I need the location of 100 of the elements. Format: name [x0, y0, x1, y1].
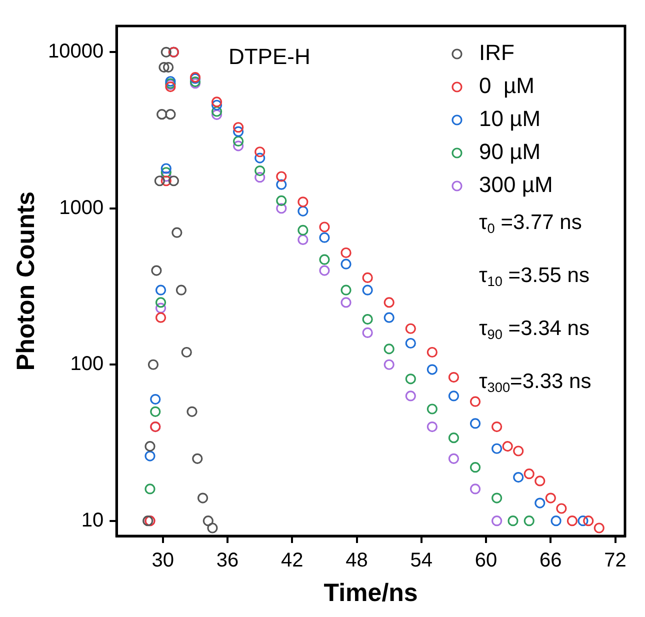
point	[233, 140, 244, 152]
point	[168, 176, 179, 186]
point	[163, 62, 174, 73]
point	[276, 203, 287, 214]
point	[405, 323, 416, 334]
point	[448, 432, 460, 444]
point	[197, 492, 208, 504]
point	[492, 516, 502, 526]
point	[233, 122, 244, 133]
point	[233, 136, 244, 147]
point	[172, 227, 182, 238]
point	[524, 468, 534, 480]
point	[550, 516, 562, 526]
y-tick-label: 100	[70, 353, 104, 376]
point	[405, 390, 416, 402]
point	[556, 503, 567, 514]
point	[176, 284, 187, 296]
point	[150, 406, 161, 417]
point	[583, 516, 594, 526]
point	[340, 297, 352, 308]
point	[319, 222, 330, 232]
point	[144, 450, 156, 462]
point	[211, 106, 222, 117]
point	[298, 206, 308, 216]
legend-label: 10 µM	[479, 106, 541, 132]
point	[448, 453, 460, 464]
point	[150, 394, 161, 405]
point	[319, 232, 330, 243]
point	[492, 492, 502, 504]
point	[276, 195, 287, 206]
y-axis-title: Photon Counts	[12, 191, 40, 371]
point	[340, 284, 352, 296]
point	[384, 297, 394, 308]
point	[160, 176, 172, 186]
point	[405, 374, 416, 384]
y-tick-label: 10	[81, 509, 104, 532]
point	[160, 167, 172, 178]
point	[524, 516, 534, 526]
point	[426, 364, 438, 375]
point	[426, 421, 438, 432]
point	[426, 346, 438, 358]
legend-label: 90 µM	[479, 139, 541, 164]
point	[202, 516, 214, 526]
point	[155, 297, 166, 308]
point	[502, 441, 513, 452]
point	[233, 126, 244, 137]
x-tick-label: 36	[216, 550, 239, 572]
point	[340, 247, 352, 258]
legend-label: 300 µM	[479, 172, 553, 198]
point	[470, 396, 481, 407]
point	[211, 96, 222, 108]
point	[578, 516, 588, 526]
point	[405, 338, 416, 349]
x-tick-label: 54	[410, 550, 433, 572]
x-tick-label: 66	[540, 550, 562, 572]
point	[144, 441, 156, 452]
point	[384, 312, 394, 323]
point	[426, 404, 438, 414]
point	[508, 516, 518, 526]
point	[148, 359, 159, 370]
point	[154, 176, 165, 186]
point	[160, 46, 172, 58]
point	[470, 462, 481, 473]
point	[362, 314, 373, 325]
x-tick-label: 42	[281, 550, 304, 572]
point	[276, 179, 287, 190]
point	[155, 302, 166, 314]
point	[254, 172, 266, 183]
x-tick-label: 48	[346, 550, 368, 572]
point	[534, 476, 546, 486]
point	[362, 272, 373, 284]
legend-label: 0 µM	[479, 73, 534, 98]
legend-label: IRF	[479, 40, 514, 66]
point	[155, 312, 166, 323]
point	[492, 443, 502, 454]
point	[181, 346, 192, 358]
point	[513, 446, 524, 456]
point	[566, 516, 578, 526]
point	[470, 418, 481, 429]
point	[448, 390, 460, 402]
point	[492, 421, 502, 432]
point	[298, 224, 308, 236]
point	[165, 109, 176, 120]
y-tick-label: 10000	[48, 40, 104, 63]
y-tick-label: 1000	[59, 196, 104, 219]
point	[160, 163, 172, 174]
point	[155, 284, 166, 296]
text: DTPE-H	[228, 44, 310, 70]
point	[298, 196, 308, 208]
point	[470, 484, 481, 494]
point	[276, 171, 287, 182]
point	[513, 472, 524, 483]
point	[534, 498, 546, 508]
point	[254, 152, 266, 164]
point	[151, 265, 162, 276]
point	[319, 254, 330, 265]
point	[362, 327, 373, 338]
x-tick-label: 60	[474, 550, 498, 572]
x-tick-label: 72	[604, 550, 626, 572]
point	[254, 166, 266, 176]
